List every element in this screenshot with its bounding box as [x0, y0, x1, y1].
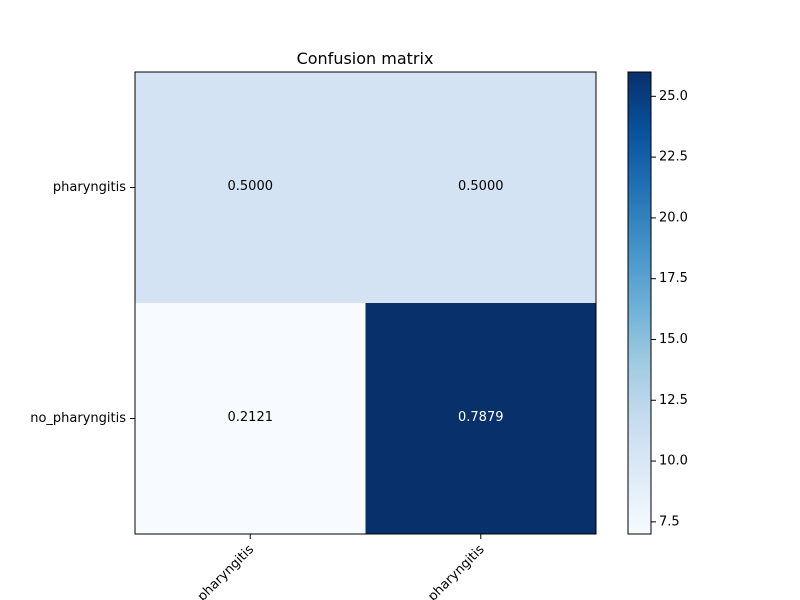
- x-axis: pharyngitis pharyngitis: [195, 534, 488, 600]
- heatmap-cells: [135, 72, 596, 534]
- colorbar: [627, 71, 652, 535]
- colorbar-tick-label: 12.5: [659, 393, 688, 408]
- colorbar-tick-label: 22.5: [659, 150, 688, 165]
- chart-title: Confusion matrix: [297, 49, 434, 68]
- y-tick-label: pharyngitis: [53, 180, 126, 195]
- colorbar-tick-label: 17.5: [659, 271, 688, 286]
- cell-value-label: 0.7879: [458, 410, 504, 425]
- y-axis: pharyngitis no_pharyngitis: [30, 180, 135, 426]
- colorbar-tick-label: 15.0: [659, 332, 688, 347]
- colorbar-ticks: 7.5 10.0 12.5 15.0 17.5 20.0 22.5 25.0: [651, 89, 688, 529]
- heatmap-cell: [365, 72, 596, 303]
- x-tick-label: pharyngitis: [425, 542, 487, 600]
- colorbar-tick-label: 20.0: [659, 210, 688, 225]
- colorbar-tick-label: 7.5: [659, 514, 680, 529]
- colorbar-tick-label: 25.0: [659, 89, 688, 104]
- y-tick-label: no_pharyngitis: [30, 411, 126, 426]
- heatmap-cell: [135, 303, 366, 534]
- x-tick-label: pharyngitis: [195, 542, 257, 600]
- plot-frame: [134, 71, 597, 535]
- heatmap-cell: [135, 72, 366, 303]
- cell-value-label: 0.5000: [458, 179, 504, 194]
- cell-value-label: 0.2121: [228, 410, 274, 425]
- colorbar-tick-label: 10.0: [659, 454, 688, 469]
- cell-labels: 0.5000 0.5000 0.2121 0.7879: [228, 179, 504, 425]
- heatmap-cell: [365, 303, 596, 534]
- cell-value-label: 0.5000: [228, 179, 274, 194]
